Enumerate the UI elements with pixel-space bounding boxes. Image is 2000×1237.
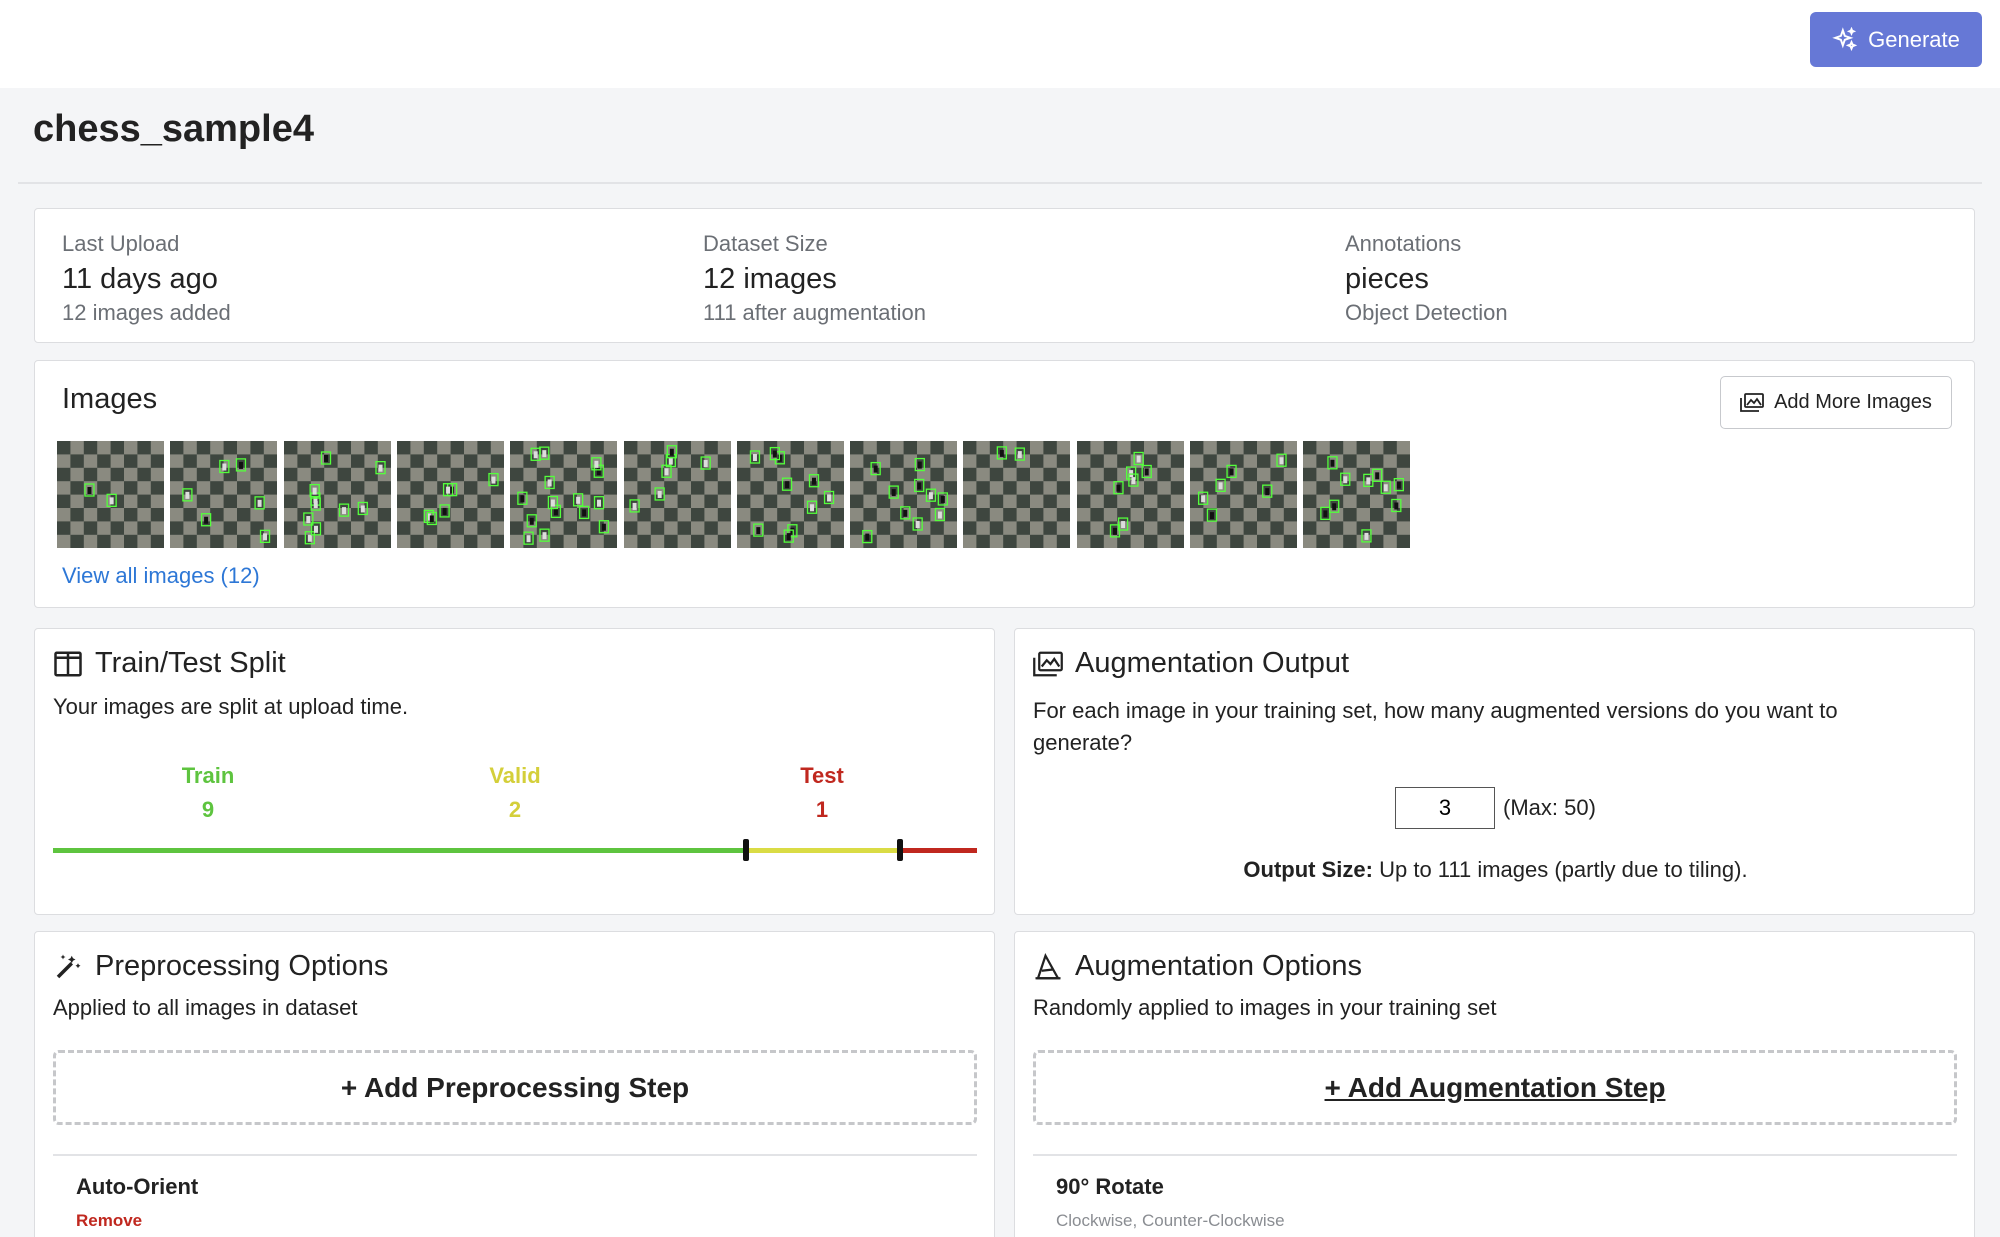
image-thumbnail[interactable] <box>1190 441 1297 548</box>
aug-output-description: For each image in your training set, how… <box>1033 698 1838 755</box>
images-card: Images Add More Images View all images (… <box>34 360 1975 608</box>
image-thumbnail[interactable] <box>850 441 958 548</box>
stat-value: pieces <box>1345 263 1429 295</box>
stat-annotations: Annotations pieces Object Detection <box>1345 231 1508 326</box>
aug-output-title-row: Augmentation Output <box>1033 647 1349 680</box>
preprocessing-title: Preprocessing Options <box>95 950 389 982</box>
image-thumbnail[interactable] <box>623 441 731 548</box>
split-title: Train/Test Split <box>95 647 286 679</box>
stat-label: Annotations <box>1345 231 1462 256</box>
stat-sub: Object Detection <box>1345 300 1508 325</box>
image-thumbnail[interactable] <box>963 441 1071 548</box>
output-size: Output Size: Up to 111 images (partly du… <box>1015 857 1976 883</box>
stat-value: 12 images <box>703 263 837 295</box>
view-all-images-link[interactable]: View all images (12) <box>62 563 260 588</box>
image-thumbnail[interactable] <box>1303 441 1411 548</box>
split-handle-train-valid[interactable] <box>743 839 749 861</box>
stat-dataset-size: Dataset Size 12 images 111 after augment… <box>703 231 926 326</box>
preprocessing-card: Preprocessing Options Applied to all ima… <box>34 931 995 1237</box>
preprocessing-step-name: Auto-Orient <box>76 1174 199 1199</box>
split-bar-test <box>900 848 977 853</box>
images-icon <box>1033 651 1063 676</box>
output-size-label: Output Size: <box>1243 857 1373 882</box>
aug-count-row: (Max: 50) <box>1395 787 1596 829</box>
remove-step-link[interactable]: Remove <box>76 1211 143 1230</box>
stat-last-upload: Last Upload 11 days ago 12 images added <box>62 231 231 326</box>
augmentation-options-card: Augmentation Options Randomly applied to… <box>1014 931 1975 1237</box>
aug-output-title: Augmentation Output <box>1075 647 1350 679</box>
split-handle-valid-test[interactable] <box>897 839 903 861</box>
image-thumbnail[interactable] <box>510 441 618 548</box>
split-title-row: Train/Test Split <box>53 647 286 680</box>
split-test: Test 1 <box>762 763 882 823</box>
dataset-title: chess_sample4 <box>33 108 314 150</box>
split-columns-icon <box>54 651 82 676</box>
images-icon <box>1740 392 1764 412</box>
images-title: Images <box>62 383 158 415</box>
magic-wand-icon <box>56 954 81 978</box>
generate-label: Generate <box>1868 26 1960 52</box>
top-bar: Generate <box>0 0 2000 88</box>
augmentation-output-card: Augmentation Output For each image in yo… <box>1014 628 1975 915</box>
divider <box>1033 1154 1957 1156</box>
add-augmentation-step-button[interactable]: + Add Augmentation Step <box>1033 1050 1957 1125</box>
stat-value: 11 days ago <box>62 263 218 295</box>
image-thumbnail[interactable] <box>396 441 504 548</box>
split-valid-label: Valid <box>489 763 541 788</box>
add-more-images-label: Add More Images <box>1774 391 1932 413</box>
aug-options-title: Augmentation Options <box>1075 950 1362 982</box>
image-thumbnail[interactable] <box>1076 441 1184 548</box>
split-valid: Valid 2 <box>455 763 575 823</box>
preprocessing-description: Applied to all images in dataset <box>53 995 358 1020</box>
aug-options-title-row: Augmentation Options <box>1033 950 1362 983</box>
split-train-label: Train <box>181 763 235 788</box>
split-train-count: 9 <box>201 797 215 822</box>
stat-label: Last Upload <box>62 231 180 256</box>
stat-sub: 111 after augmentation <box>703 300 927 325</box>
augmentation-step-detail: Clockwise, Counter-Clockwise <box>1056 1211 1285 1230</box>
add-more-images-button[interactable]: Add More Images <box>1720 376 1952 429</box>
split-train: Train 9 <box>148 763 268 823</box>
image-thumbnail[interactable] <box>736 441 844 548</box>
augmentation-step-name: 90° Rotate <box>1056 1174 1164 1199</box>
output-size-text: Up to 111 images (partly due to tiling). <box>1379 857 1748 882</box>
split-valid-count: 2 <box>508 797 522 822</box>
add-preprocessing-step-button[interactable]: + Add Preprocessing Step <box>53 1050 977 1125</box>
split-description: Your images are split at upload time. <box>53 694 409 719</box>
preprocessing-title-row: Preprocessing Options <box>53 950 388 983</box>
divider <box>18 182 1982 184</box>
divider <box>53 1154 977 1156</box>
wizard-hat-icon <box>1035 952 1061 979</box>
stat-sub: 12 images added <box>62 300 231 325</box>
aug-max-label: (Max: 50) <box>1503 795 1596 820</box>
aug-options-description: Randomly applied to images in your train… <box>1033 995 1497 1020</box>
split-bar-train <box>53 848 746 853</box>
add-augmentation-step-label: + Add Augmentation Step <box>1324 1071 1666 1103</box>
sparkles-icon <box>1832 26 1858 51</box>
augmentation-count-input[interactable] <box>1395 787 1495 829</box>
split-test-count: 1 <box>815 797 829 822</box>
generate-button[interactable]: Generate <box>1810 12 1982 67</box>
stat-label: Dataset Size <box>703 231 828 256</box>
dataset-stats-card: Last Upload 11 days ago 12 images added … <box>34 208 1975 343</box>
add-preprocessing-step-label: + Add Preprocessing Step <box>340 1071 690 1103</box>
image-thumbnail[interactable] <box>170 441 278 548</box>
train-test-split-card: Train/Test Split Your images are split a… <box>34 628 995 915</box>
image-thumbnail[interactable] <box>57 441 164 548</box>
image-thumbnail[interactable] <box>283 441 391 548</box>
split-test-label: Test <box>800 763 844 788</box>
split-bar-valid <box>746 848 900 853</box>
